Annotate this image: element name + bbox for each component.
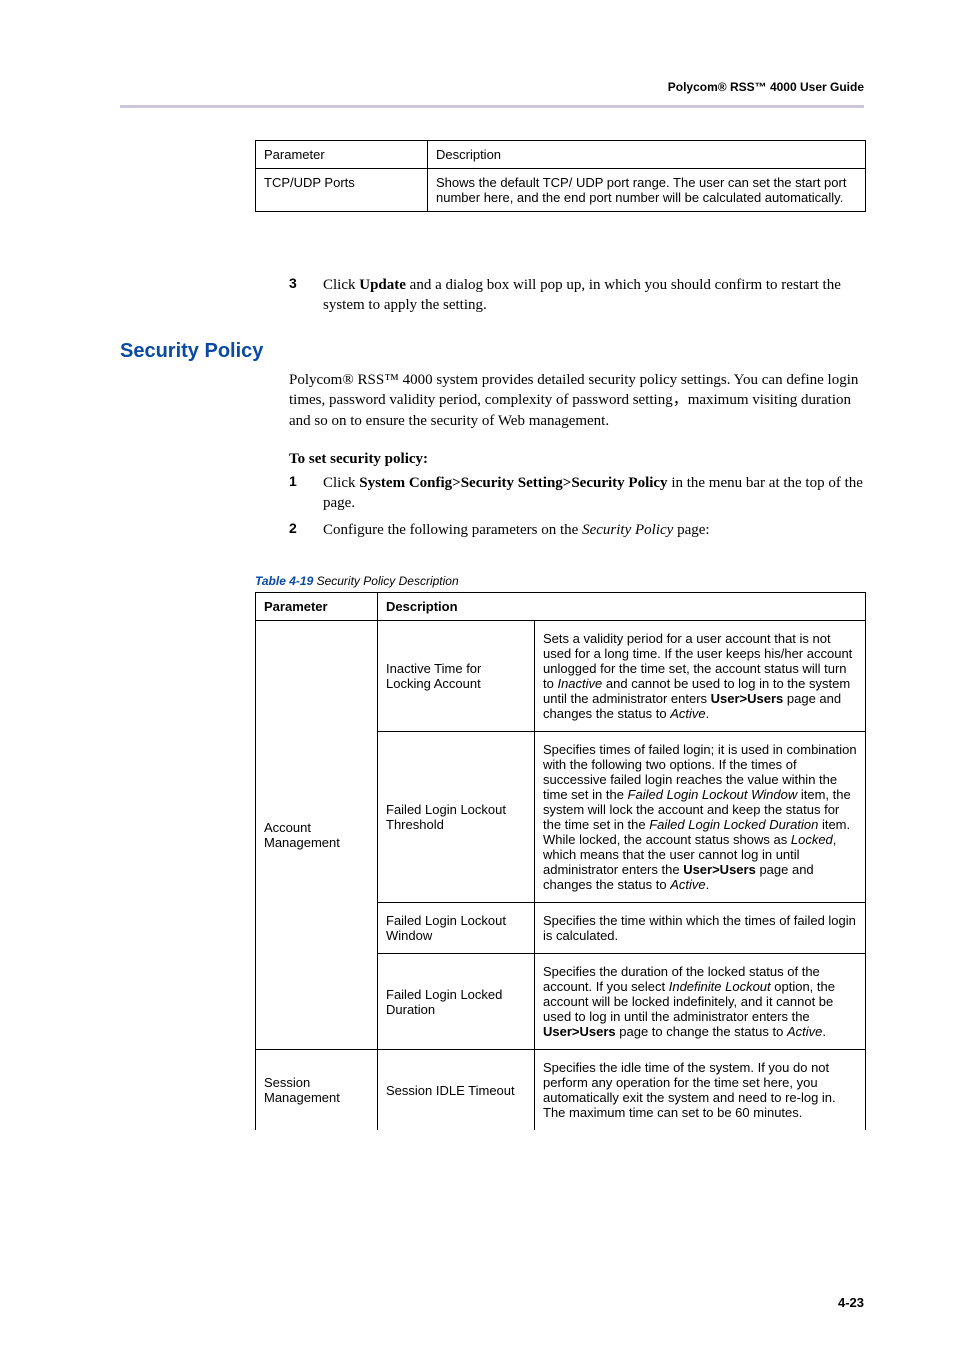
policy-table-block: Table 4-19 Security Policy Description P…: [255, 574, 866, 1130]
page: Polycom® RSS™ 4000 User Guide Parameter …: [0, 0, 954, 1350]
cell-desc: Specifies times of failed login; it is u…: [535, 732, 866, 903]
parameter-table-wrap: Parameter Description TCP/UDP Ports Show…: [255, 140, 866, 212]
text: .: [706, 877, 710, 892]
bold-text: Update: [359, 277, 406, 293]
intro-text: Polycom® RSS™ 4000 system provides detai…: [289, 370, 866, 431]
policy-table: Parameter Description Account Management…: [255, 592, 866, 1130]
cell-param: TCP/UDP Ports: [256, 169, 428, 212]
italic-text: Locked: [791, 832, 833, 847]
parameter-table: Parameter Description TCP/UDP Ports Show…: [255, 140, 866, 212]
italic-text: Failed Login Lockout Window: [628, 787, 798, 802]
table-row: TCP/UDP Ports Shows the default TCP/ UDP…: [256, 169, 866, 212]
bold-text: User>Users: [543, 1024, 616, 1039]
step-number: 2: [289, 520, 323, 540]
cell-name: Failed Login Locked Duration: [378, 954, 535, 1050]
step-text: Click System Config>Security Setting>Sec…: [323, 473, 866, 514]
step-number: 1: [289, 473, 323, 514]
caption-lead: Table 4-19: [255, 574, 313, 588]
bold-text: System Config>Security Setting>Security …: [359, 475, 667, 491]
intro-block: Polycom® RSS™ 4000 system provides detai…: [289, 370, 866, 546]
cell-name: Inactive Time for Locking Account: [378, 621, 535, 732]
th-description: Description: [378, 593, 866, 621]
header-rule: [120, 105, 864, 108]
cell-desc: Specifies the idle time of the system. I…: [535, 1050, 866, 1131]
cell-desc: Sets a validity period for a user accoun…: [535, 621, 866, 732]
cell-desc: Shows the default TCP/ UDP port range. T…: [428, 169, 866, 212]
cell-desc: Specifies the time within which the time…: [535, 903, 866, 954]
cell-group: Account Management: [256, 621, 378, 1050]
cell-name: Session IDLE Timeout: [378, 1050, 535, 1131]
caption-rest: Security Policy Description: [313, 574, 458, 588]
table-caption: Table 4-19 Security Policy Description: [255, 574, 866, 588]
italic-text: Active: [670, 706, 705, 721]
italic-text: Security Policy: [582, 522, 673, 538]
cell-name: Failed Login Lockout Window: [378, 903, 535, 954]
bold-text: User>Users: [711, 691, 784, 706]
italic-text: Inactive: [557, 676, 602, 691]
list-item: 3 Click Update and a dialog box will pop…: [289, 275, 864, 316]
cell-group: Session Management: [256, 1050, 378, 1131]
text: Click: [323, 475, 359, 491]
list-item: 2 Configure the following parameters on …: [289, 520, 866, 540]
text: .: [822, 1024, 826, 1039]
text: page to change the status to: [616, 1024, 787, 1039]
text: Configure the following parameters on th…: [323, 522, 582, 538]
subheading: To set security policy:: [289, 449, 866, 469]
text: .: [706, 706, 710, 721]
bold-text: User>Users: [683, 862, 756, 877]
italic-text: Active: [670, 877, 705, 892]
step3-wrap: 3 Click Update and a dialog box will pop…: [289, 275, 864, 322]
header-title: Polycom® RSS™ 4000 User Guide: [668, 80, 864, 94]
section-heading: Security Policy: [120, 340, 263, 363]
cell-name: Failed Login Lockout Threshold: [378, 732, 535, 903]
th-parameter: Parameter: [256, 141, 428, 169]
page-number: 4-23: [838, 1295, 864, 1310]
list-item: 1 Click System Config>Security Setting>S…: [289, 473, 866, 514]
italic-text: Active: [787, 1024, 822, 1039]
th-description: Description: [428, 141, 866, 169]
text: Click: [323, 277, 359, 293]
italic-text: Failed Login Locked Duration: [649, 817, 818, 832]
italic-text: Indefinite Lockout: [669, 979, 771, 994]
text: page:: [673, 522, 709, 538]
cell-desc: Specifies the duration of the locked sta…: [535, 954, 866, 1050]
step-number: 3: [289, 275, 323, 316]
th-parameter: Parameter: [256, 593, 378, 621]
step-text: Click Update and a dialog box will pop u…: [323, 275, 864, 316]
table-row: Account Management Inactive Time for Loc…: [256, 621, 866, 732]
table-row: Session Management Session IDLE Timeout …: [256, 1050, 866, 1131]
step-text: Configure the following parameters on th…: [323, 520, 710, 540]
